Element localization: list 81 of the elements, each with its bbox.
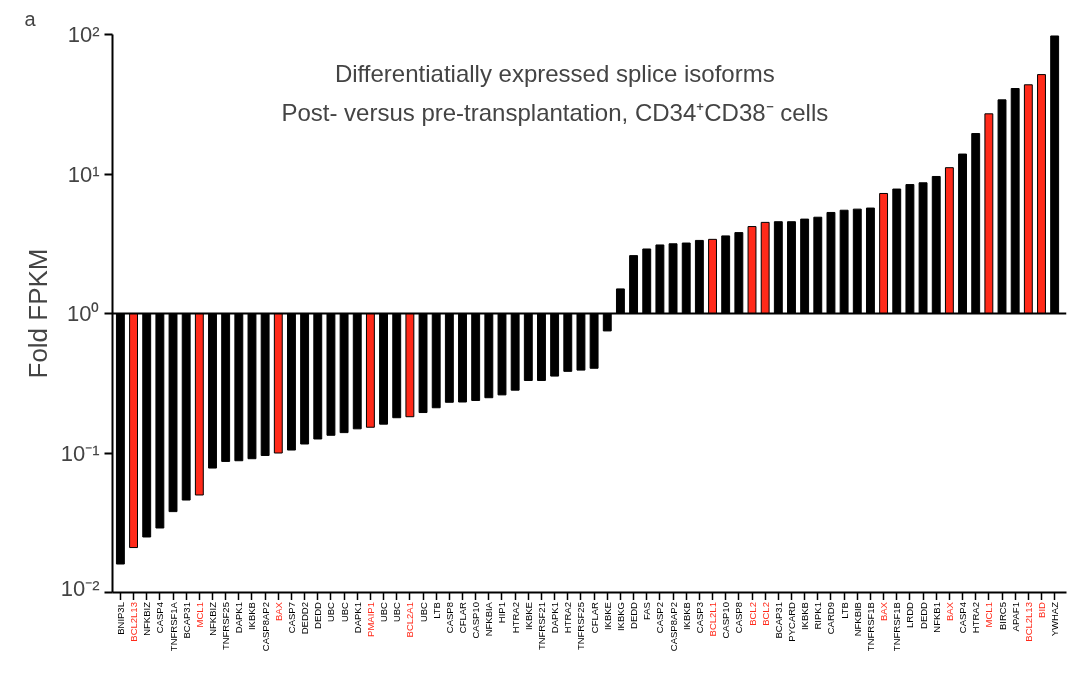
- y-tick-label: 10⁰: [67, 301, 100, 326]
- x-tick-label: DAPK1: [351, 602, 363, 634]
- x-tick-label: TNFRSF1A: [167, 601, 179, 652]
- x-tick-label: BCL2: [759, 602, 771, 626]
- x-tick-label: IKBKB: [680, 602, 692, 631]
- x-tick-label: UBC: [338, 601, 350, 623]
- x-tick-label: IKBKG: [614, 602, 626, 632]
- text: a: [24, 7, 37, 30]
- x-tick-label: CASP10: [720, 602, 732, 639]
- x-tick-label: NFKBIZ: [207, 601, 219, 636]
- x-tick-label: DEDD: [917, 601, 929, 629]
- x-tick-label: FAS: [641, 602, 653, 621]
- x-tick-label: HTRA2: [562, 602, 574, 634]
- x-tick-label: CASP8: [443, 602, 455, 634]
- x-tick-label: TNFRSF1B: [864, 602, 876, 652]
- x-tick-label: NFKBIA: [483, 601, 495, 637]
- x-tick-label: CFLAR: [457, 601, 469, 634]
- x-tick-label: RIPK1: [812, 602, 824, 630]
- x-tick-label: DEDD2: [299, 602, 311, 635]
- x-tick-label: HTRA2: [970, 602, 982, 634]
- x-tick-label: LTB: [430, 602, 442, 619]
- x-tick-label: CFLAR: [588, 601, 600, 634]
- x-tick-label: BCL2L13: [1022, 602, 1034, 642]
- x-tick-label: IKBKE: [522, 602, 534, 631]
- x-tick-label: BCL2: [746, 602, 758, 626]
- x-tick-label: BAX: [878, 601, 890, 622]
- x-tick-label: DEDD: [628, 601, 640, 629]
- x-tick-label: CASP8AP2: [667, 602, 679, 652]
- x-tick-label: LRDD: [904, 601, 916, 628]
- y-axis-title: Fold FPKM: [22, 248, 53, 379]
- x-tick-label: HTRA2: [509, 602, 521, 634]
- x-tick-label: CARD9: [825, 602, 837, 635]
- x-tick-label: TNFRSF1B: [891, 602, 903, 652]
- x-tick-label: CASP8AP2: [259, 602, 271, 652]
- x-tick-label: BCL2L13: [128, 602, 140, 642]
- x-tick-label: APAF1: [1009, 602, 1021, 632]
- x-tick-label: BCL2L1: [707, 602, 719, 637]
- x-tick-label: MCL1: [983, 602, 995, 628]
- x-tick-label: TNFRSF25: [575, 602, 587, 651]
- x-tick-label: IKBKB: [799, 602, 811, 631]
- y-tick-label: 10⁻²: [60, 575, 100, 601]
- x-tick-label: BCAP31: [772, 602, 784, 639]
- x-tick-label: DEDD: [312, 601, 324, 629]
- x-tick-label: CASP3: [693, 602, 705, 634]
- x-tick-label: TNFRSF25: [220, 602, 232, 651]
- x-tick-label: UBC: [417, 601, 429, 623]
- x-tick-label: DAPK1: [233, 602, 245, 634]
- x-tick-label: CASP8: [733, 602, 745, 634]
- text: Post- versus pre-transplantation, CD34⁺CD38⁻ cells: [281, 99, 829, 127]
- x-tick-label: UBC: [378, 601, 390, 623]
- x-tick-label: IKBKB: [246, 602, 258, 631]
- x-tick-label: TNFRSF21: [535, 602, 547, 651]
- x-tick-label: BNIP3L: [114, 602, 126, 635]
- x-tick-label: MCL1: [193, 602, 205, 628]
- y-tick-label: 10⁻¹: [60, 440, 100, 466]
- x-tick-label: CASP10: [470, 602, 482, 639]
- y-tick-label: 10²: [67, 22, 100, 47]
- x-tick-label: CASP2: [654, 602, 666, 634]
- x-tick-label: HIP1: [496, 602, 508, 624]
- x-tick-label: BAX: [943, 601, 955, 622]
- x-tick-label: CASP7: [285, 602, 297, 634]
- x-tick-label: PMAIP1: [364, 602, 376, 637]
- x-tick-label: CASP4: [957, 602, 969, 634]
- x-tick-label: LTB: [838, 602, 850, 619]
- text: Differentiatially expressed splice isoforms: [334, 60, 775, 88]
- x-tick-label: CASP4: [154, 602, 166, 634]
- x-tick-label: UBC: [325, 601, 337, 623]
- x-tick-label: BAX: [272, 601, 284, 622]
- x-tick-label: BIRC5: [996, 602, 1008, 631]
- x-tick-label: YWHAZ: [1049, 601, 1061, 637]
- x-tick-label: NFKBIZ: [141, 601, 153, 636]
- x-tick-label: BID: [1036, 601, 1047, 618]
- x-tick-label: IKBKE: [601, 602, 613, 631]
- x-tick-label: BCL2A1: [404, 602, 416, 638]
- x-tick-label: NFKB1: [930, 602, 942, 633]
- x-tick-label: DAPK1: [549, 602, 561, 634]
- x-tick-label: NFKBIB: [851, 602, 863, 637]
- x-tick-label: UBC: [391, 601, 403, 623]
- y-tick-label: 10¹: [67, 161, 100, 187]
- x-tick-label: PYCARD: [785, 601, 797, 642]
- x-tick-label: BCAP31: [180, 602, 192, 639]
